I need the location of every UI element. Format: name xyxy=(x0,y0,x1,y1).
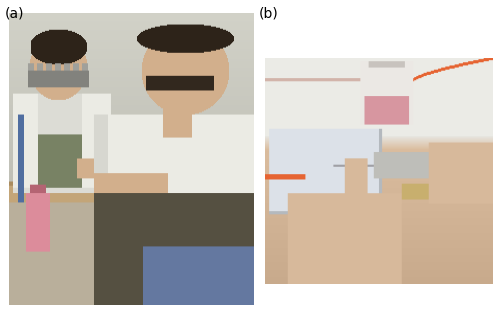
Text: (b): (b) xyxy=(259,7,279,21)
Text: (a): (a) xyxy=(5,7,24,21)
